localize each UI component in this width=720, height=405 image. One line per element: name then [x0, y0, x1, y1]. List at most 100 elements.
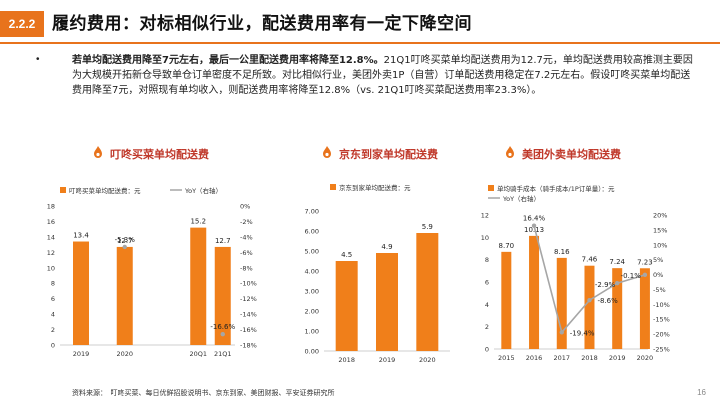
y-tick-label: 2 — [51, 326, 55, 334]
bar-value-label: 10.13 — [524, 226, 544, 234]
bar — [190, 227, 207, 345]
y-tick-label: 6 — [51, 295, 55, 303]
y-tick-label: 2.00 — [305, 308, 319, 316]
y2-tick-label: 15% — [653, 226, 667, 234]
bar-value-label: 4.5 — [341, 251, 352, 259]
summary-bold: 若单均配送费用降至7元左右，最后一公里配送费用率将降至12.8%。 — [72, 55, 384, 66]
y-tick-label: 10 — [47, 264, 55, 272]
yoy-value-label: -19.4% — [570, 329, 595, 337]
summary-paragraph: 若单均配送费用降至7元左右，最后一公里配送费用率将降至12.8%。21Q1叮咚买… — [72, 53, 694, 98]
x-tick-label: 2015 — [498, 354, 515, 362]
y2-tick-label: 5% — [653, 256, 663, 264]
legend-swatch — [330, 184, 336, 190]
legend-label: 京东到家单均配送费：元 — [339, 183, 411, 192]
y-tick-label: 10 — [481, 234, 489, 242]
y2-tick-label: 0% — [653, 271, 663, 279]
y2-tick-label: 20% — [653, 212, 667, 220]
flame-icon — [323, 146, 331, 158]
y-tick-label: 2 — [485, 323, 489, 331]
source-note: 资料来源： 叮咚买菜、每日优鲜招股说明书、京东到家、美团财报、平安证券研究所 — [72, 389, 335, 397]
y-tick-label: 1.00 — [305, 328, 319, 336]
y2-tick-label: -10% — [240, 280, 257, 288]
yoy-point — [220, 331, 225, 337]
bar — [376, 253, 398, 351]
legend-label: YoY（右轴） — [184, 186, 222, 195]
y-tick-label: 16 — [47, 218, 55, 226]
y2-tick-label: -8% — [240, 264, 253, 272]
bar — [584, 265, 595, 349]
bar — [73, 241, 89, 345]
x-tick-label: 2020 — [419, 356, 436, 364]
legend-swatch — [488, 185, 494, 191]
yoy-value-label: -2.9% — [595, 281, 616, 289]
summary-text: 21Q1叮咚买菜单均配送费用为12.7元，单均配送费用较高推测主要因为大规模开拓… — [72, 55, 693, 96]
title-divider — [0, 42, 720, 44]
y2-tick-label: -5% — [653, 286, 666, 294]
flame-icon — [506, 146, 514, 158]
bar-value-label: 12.7 — [117, 237, 133, 245]
y2-tick-label: -18% — [240, 342, 257, 350]
y-tick-label: 6 — [485, 279, 489, 287]
bar-value-label: 5.9 — [422, 223, 433, 231]
bar-value-label: 8.70 — [499, 242, 515, 250]
y-tick-label: 18 — [47, 203, 55, 211]
bar — [529, 235, 540, 349]
bar — [639, 268, 650, 349]
dingdong-chart: 叮咚买菜单均配送费：元 YoY（右轴） 18 16 14 12 10 8 6 4 2 0 0% -2% -4… — [47, 186, 257, 358]
bar — [214, 246, 231, 345]
bar-value-label: 4.9 — [381, 243, 392, 251]
yoy-point — [122, 244, 127, 250]
y-tick-label: 5.00 — [305, 248, 319, 256]
x-tick-label: 2017 — [553, 354, 570, 362]
y2-tick-label: -20% — [653, 331, 670, 339]
y-tick-label: 12 — [47, 249, 55, 257]
y-tick-label: 4.00 — [305, 268, 319, 276]
bar — [501, 251, 512, 349]
yoy-point — [587, 297, 592, 303]
jddj-chart: 京东到家单均配送费：元 7.00 6.00 5.00 4.00 3.00 2.00 1.00 0… — [305, 183, 450, 364]
yoy-value-label: -16.6% — [210, 323, 235, 331]
bar — [335, 261, 358, 351]
bar-value-label: 15.2 — [190, 218, 206, 226]
legend-label: YoY（右轴） — [502, 194, 540, 203]
x-tick-label: 2018 — [581, 354, 598, 362]
x-tick-label: 2019 — [609, 354, 626, 362]
y-tick-label: 8 — [51, 280, 55, 288]
bar-value-label: 12.7 — [215, 237, 231, 245]
section-title-meituan: 美团外卖单均配送费 — [522, 148, 621, 161]
section-title-dingdong: 叮咚买菜单均配送费 — [110, 148, 209, 161]
yoy-point — [559, 330, 564, 335]
bar — [612, 268, 623, 349]
y2-tick-label: -6% — [240, 249, 253, 257]
page-number: 16 — [697, 388, 706, 397]
bar-value-label: 7.23 — [637, 258, 653, 266]
y2-tick-label: 10% — [653, 241, 667, 249]
bullet-dot: • — [36, 54, 40, 65]
bar — [556, 257, 567, 349]
x-tick-label: 2019 — [379, 356, 396, 364]
yoy-point — [642, 272, 648, 278]
yoy-value-label: -5.3% — [115, 236, 136, 244]
y-tick-label: 14 — [47, 233, 55, 241]
y2-tick-label: -25% — [653, 346, 670, 354]
page-title: 履约费用：对标相似行业，配送费用率有一定下降空间 — [52, 14, 472, 34]
x-tick-label: 2020 — [637, 354, 654, 362]
y-tick-label: 0 — [485, 346, 489, 354]
bar-value-label: 7.24 — [609, 258, 625, 266]
y2-tick-label: -16% — [240, 326, 257, 334]
bar — [416, 233, 439, 351]
y-tick-label: 4 — [51, 311, 55, 319]
y-tick-label: 0 — [51, 342, 55, 350]
bar-value-label: 13.4 — [73, 232, 89, 240]
y2-tick-label: 0% — [240, 203, 250, 211]
y-tick-label: 7.00 — [305, 208, 319, 216]
legend-swatch — [60, 187, 66, 193]
section-badge: 2.2.2 — [0, 11, 44, 37]
y-tick-label: 6.00 — [305, 228, 319, 236]
yoy-point — [531, 223, 537, 228]
x-tick-label: 2019 — [73, 350, 90, 358]
x-tick-label: 2018 — [338, 356, 355, 364]
y-tick-label: 4 — [485, 301, 489, 309]
x-tick-label: 2016 — [526, 354, 543, 362]
